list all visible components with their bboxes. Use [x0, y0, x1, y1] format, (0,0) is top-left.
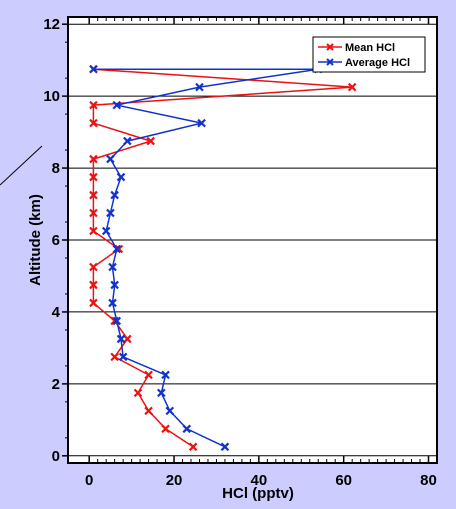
y-axis-title: Altitude (km)	[27, 194, 44, 286]
x-axis-title: HCl (pptv)	[222, 485, 294, 502]
series-0-point	[161, 424, 170, 434]
series-0-point	[89, 226, 98, 236]
tick-layer	[62, 17, 438, 463]
series-0-point	[144, 370, 153, 380]
series-1-point	[112, 100, 122, 110]
series-0-point	[89, 208, 98, 218]
y-tick-label: 6	[52, 232, 60, 249]
x-tick-label: 20	[166, 472, 183, 489]
x-tick-label: 60	[335, 472, 352, 489]
series-1-point	[123, 136, 132, 146]
series-1-point	[112, 244, 122, 254]
series-1-point	[116, 334, 126, 344]
x-tick-label: 0	[85, 472, 93, 489]
series-0-point	[89, 154, 98, 164]
y-tick-label: 10	[43, 88, 60, 105]
series-1-point	[101, 226, 111, 236]
series-0-point	[89, 190, 98, 200]
series-1-point	[89, 64, 98, 74]
legend-marker-mean	[326, 43, 334, 51]
series-0-point	[123, 334, 132, 344]
series-0-point	[144, 406, 153, 416]
series-1-point	[106, 154, 115, 164]
y-tick-label: 4	[52, 304, 61, 321]
y-tick-label: 2	[52, 376, 60, 393]
label-layer: 0 2 4 6 8 10 12 0 20 40 60 80	[43, 16, 437, 489]
series-0-point	[347, 82, 357, 92]
series-1-point	[116, 172, 126, 182]
series-1-point	[197, 118, 206, 128]
legend-box	[312, 36, 426, 73]
y-tick-label: 12	[43, 16, 60, 33]
series-1-point	[220, 442, 230, 452]
series-0-point	[89, 100, 98, 110]
annotation-line	[0, 145, 43, 186]
series-1-point	[106, 208, 115, 218]
series-1-point	[195, 82, 204, 92]
series-0-point	[89, 298, 98, 308]
series-0-point	[89, 280, 98, 290]
series-0-point	[188, 442, 198, 452]
series-1-point	[110, 190, 119, 200]
series-layer	[89, 64, 357, 452]
series-0-point	[89, 262, 98, 272]
series-0-point	[110, 352, 119, 362]
x-tick-label: 40	[251, 472, 268, 489]
series-1-point	[108, 262, 117, 272]
series-1-point	[110, 280, 119, 290]
legend-label-mean: Mean HCl	[345, 42, 395, 54]
y-tick-label: 0	[52, 448, 60, 465]
series-1-point	[165, 406, 175, 416]
series-0-point	[146, 136, 155, 146]
grid-layer	[68, 23, 437, 457]
series-1-point	[182, 424, 192, 434]
series-1-point	[118, 352, 128, 362]
series-0-point	[89, 172, 98, 182]
legend: Mean HCl Average HCl	[312, 36, 426, 73]
series-0-point	[89, 118, 98, 128]
y-tick-label: 8	[52, 160, 60, 177]
series-line-0	[92, 68, 353, 448]
series-1-point	[108, 298, 117, 308]
series-0-point	[133, 388, 143, 398]
legend-marker-average	[326, 58, 334, 66]
series-1-point	[112, 316, 122, 326]
x-tick-label: 80	[420, 472, 437, 489]
series-1-point	[161, 370, 170, 380]
legend-label-average: Average HCl	[345, 57, 410, 69]
series-1-point	[157, 388, 166, 398]
